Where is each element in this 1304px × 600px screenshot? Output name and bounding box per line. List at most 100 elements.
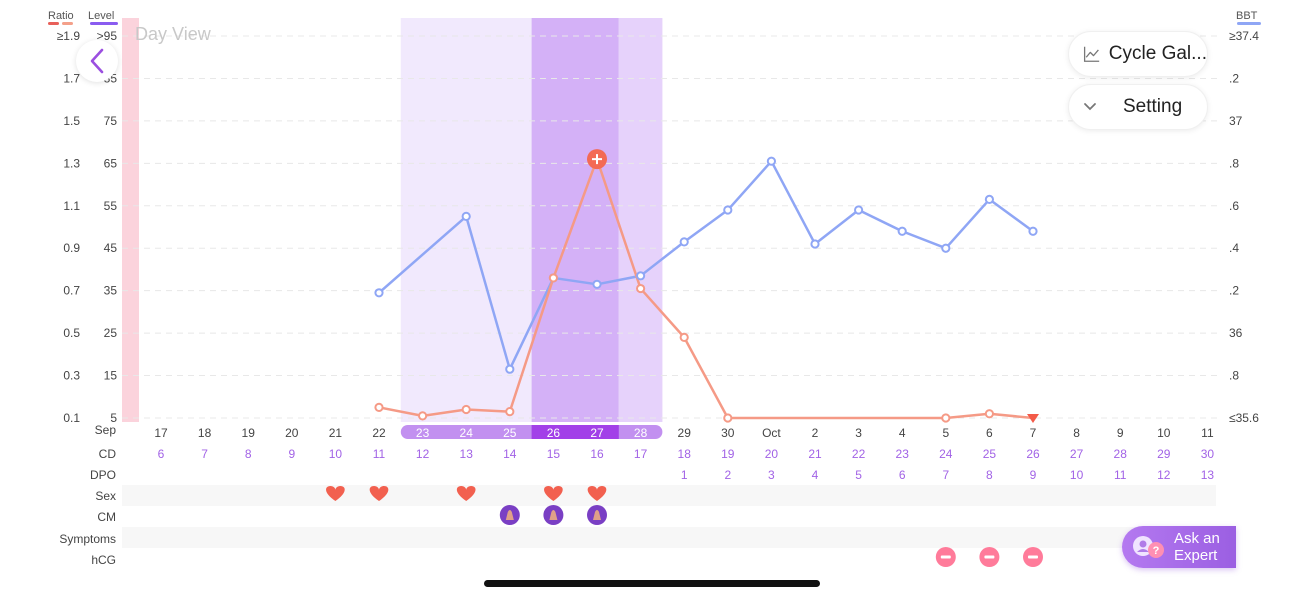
row-label-dpo: DPO	[90, 468, 116, 482]
level-tick: >95	[97, 29, 118, 43]
date-label: 10	[1157, 426, 1171, 440]
ask-expert-button[interactable]: ? Ask an Expert	[1122, 526, 1236, 568]
ratio-point	[679, 332, 689, 342]
cd-label: 6	[158, 447, 165, 461]
date-label: 7	[1030, 426, 1037, 440]
dpo-label: 5	[855, 468, 862, 482]
ratio-tick: 1.7	[63, 71, 80, 85]
ratio-point	[418, 411, 428, 421]
dpo-label: 6	[899, 468, 906, 482]
cm-icon-detail	[505, 510, 514, 520]
row-stripe	[122, 527, 1216, 548]
ask-expert-label: Ask an Expert	[1174, 530, 1220, 564]
date-label: 17	[154, 426, 168, 440]
back-button[interactable]	[76, 40, 118, 82]
cd-label: 26	[1026, 447, 1040, 461]
cycle-gallery-label: Cycle Gal...	[1108, 43, 1207, 64]
date-label: 5	[942, 426, 949, 440]
bbt-tick: .6	[1229, 199, 1239, 213]
cd-label: 19	[721, 447, 735, 461]
cd-label: 29	[1157, 447, 1171, 461]
ratio-tick: 0.3	[63, 369, 80, 383]
cd-label: 17	[634, 447, 648, 461]
date-label: 27	[590, 426, 604, 440]
chevron-left-icon	[90, 48, 104, 74]
peak-plus-mark	[592, 154, 602, 165]
ratio-tick: 1.5	[63, 114, 80, 128]
ratio-point	[548, 273, 559, 283]
date-label: 26	[547, 426, 561, 440]
ratio-point	[984, 409, 995, 419]
hcg-minus-mark	[984, 555, 995, 559]
ratio-point	[723, 413, 733, 423]
bbt-point	[897, 226, 907, 236]
ratio-tick: ≥1.9	[57, 29, 81, 43]
heart-icon	[369, 486, 389, 501]
heart-icon	[587, 486, 607, 501]
date-label: 22	[372, 426, 386, 440]
cd-label: 11	[373, 447, 386, 461]
level-tick: 35	[104, 284, 118, 298]
level-legend-swatch	[90, 22, 118, 25]
cd-label: 21	[808, 447, 822, 461]
dpo-label: 13	[1201, 468, 1215, 482]
cd-label: 27	[1070, 447, 1084, 461]
hcg-minus-mark	[1028, 555, 1038, 559]
cd-label: 7	[201, 447, 208, 461]
line-chart-icon	[1083, 46, 1100, 62]
ratio-tick: 1.1	[63, 199, 80, 213]
date-label: 4	[899, 426, 906, 440]
chevron-down-icon	[1084, 103, 1096, 111]
bbt-legend-swatch	[1237, 22, 1261, 25]
row-stripe	[122, 485, 1216, 506]
dpo-label: 10	[1070, 468, 1084, 482]
bbt-point	[461, 211, 471, 221]
ratio-point	[636, 283, 646, 294]
date-label: 3	[855, 426, 862, 440]
date-label: 29	[678, 426, 692, 440]
setting-button[interactable]: Setting	[1068, 84, 1208, 130]
bbt-point	[984, 194, 995, 205]
ratio-tick: 0.7	[63, 284, 80, 298]
date-label: 6	[986, 426, 993, 440]
dpo-label: 12	[1157, 468, 1171, 482]
bbt-point	[374, 288, 384, 298]
dpo-label: 1	[681, 468, 688, 482]
bbt-tick: .8	[1229, 369, 1239, 383]
row-label-hcg: hCG	[91, 553, 116, 567]
date-label: 2	[812, 426, 819, 440]
date-label: Oct	[762, 426, 781, 440]
bbt-tick: ≥37.4	[1229, 29, 1259, 43]
bbt-tick: .8	[1229, 156, 1239, 170]
dpo-label: 11	[1114, 468, 1127, 482]
cd-label: 16	[590, 447, 604, 461]
ratio-line	[378, 157, 1034, 420]
heart-icon	[456, 486, 476, 501]
ratio-end-marker	[1027, 414, 1039, 423]
cm-icon-detail	[549, 510, 558, 520]
bbt-point	[941, 243, 951, 253]
home-indicator	[484, 580, 820, 587]
heart-icon	[326, 486, 345, 501]
cd-label: 28	[1114, 447, 1128, 461]
ratio-legend-label: Ratio	[48, 10, 74, 22]
ratio-legend-swatch	[62, 22, 73, 25]
cd-label: 25	[983, 447, 997, 461]
date-label: 20	[285, 426, 299, 440]
level-tick: 65	[104, 156, 118, 170]
cd-label: 14	[503, 447, 517, 461]
date-label: 30	[721, 426, 735, 440]
expert-chat-icon: ?	[1133, 536, 1164, 558]
date-label: 11	[1201, 426, 1214, 440]
cycle-gallery-button[interactable]: Cycle Gal...	[1068, 31, 1208, 77]
cd-label: 30	[1201, 447, 1215, 461]
view-title: Day View	[135, 24, 212, 44]
ratio-point	[461, 404, 471, 415]
date-label: 8	[1073, 426, 1080, 440]
cd-label: 8	[245, 447, 252, 461]
bbt-point	[1028, 226, 1038, 236]
setting-label: Setting	[1123, 96, 1183, 117]
bbt-point	[723, 205, 733, 215]
phase-band-fertile-high	[618, 18, 663, 422]
